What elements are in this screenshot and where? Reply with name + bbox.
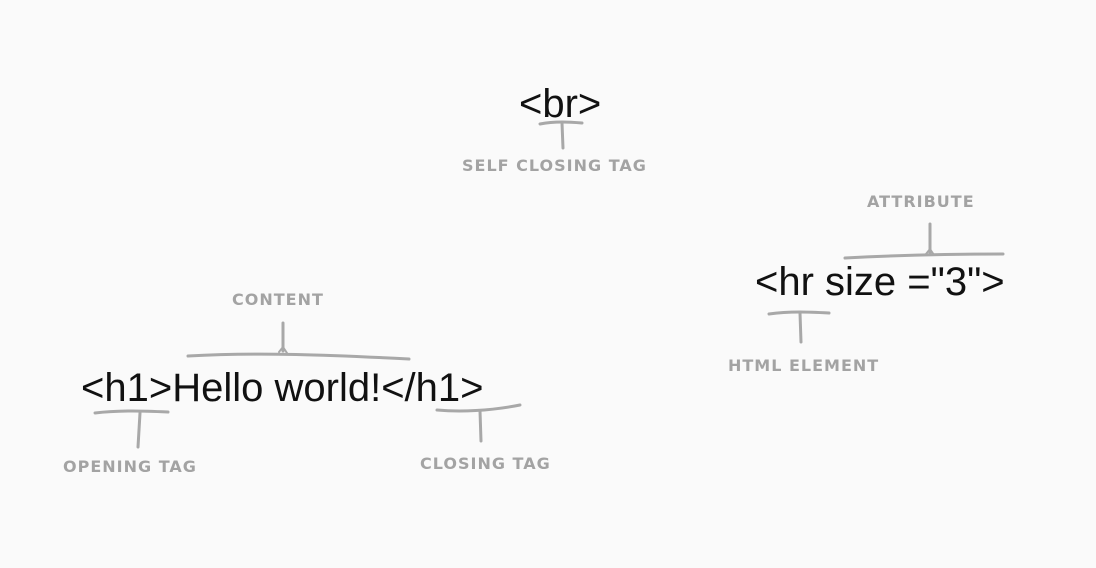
stem-self-closing [560,121,565,150]
label-opening-tag: OPENING TAG [63,457,197,476]
label-attribute: ATTRIBUTE [867,192,975,211]
bracket-opening-tag [93,409,170,415]
label-closing-tag: CLOSING TAG [420,454,551,473]
stem-content-foot [278,346,288,354]
label-content: CONTENT [232,290,324,309]
code-hr: <hr size ="3"> [755,260,1005,304]
code-h1-content: Hello world! [172,366,382,410]
bracket-closing-tag [435,403,522,413]
stem-closing-tag [478,409,483,443]
code-h1-close-tag: </h1> [381,366,484,410]
stem-opening-tag [136,411,142,449]
bracket-content [186,352,411,361]
code-br: <br> [519,82,602,126]
stem-html-element [798,311,803,344]
code-h1-line: <h1>Hello world!</h1> [81,368,484,408]
label-html-element: HTML ELEMENT [728,356,880,375]
code-h1-open-tag: <h1> [81,366,173,410]
stem-attribute-foot [925,248,935,256]
label-self-closing-tag: SELF CLOSING TAG [462,156,647,175]
bracket-attribute [843,252,1005,260]
